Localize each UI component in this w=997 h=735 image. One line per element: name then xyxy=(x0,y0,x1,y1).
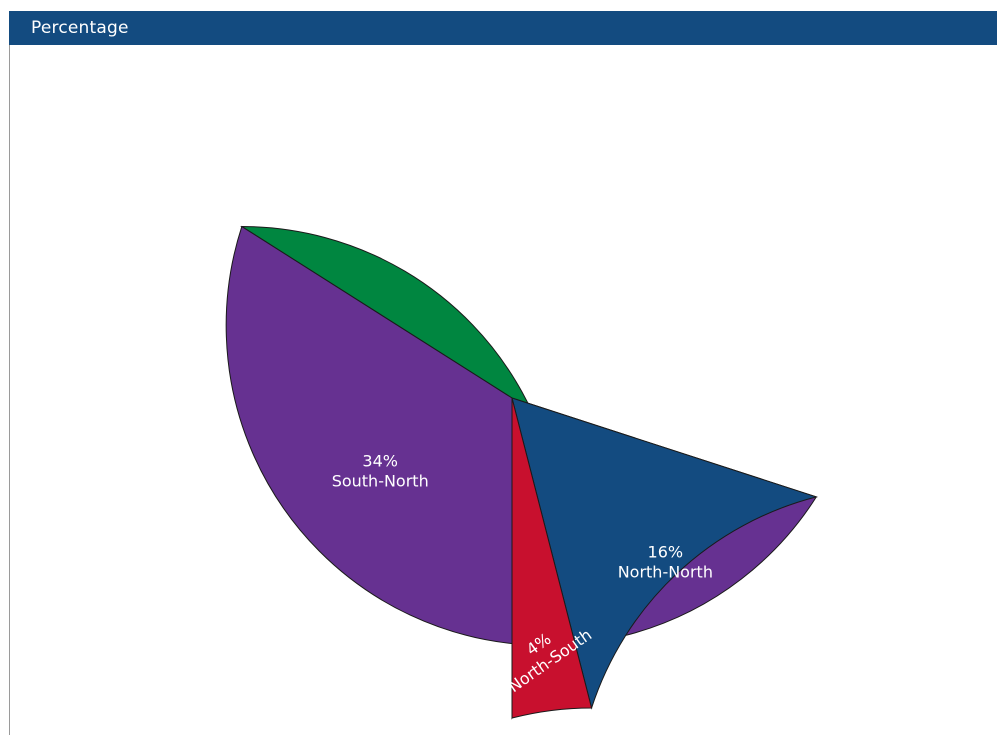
pie-slice-north-north xyxy=(511,397,819,710)
pie-label-north-north: 16% North-North xyxy=(618,542,713,581)
pie-label-percent: 34% xyxy=(362,451,398,470)
pie-label-category: South-South xyxy=(538,240,637,259)
chart-title: Percentage xyxy=(31,18,129,38)
pie-slices xyxy=(225,225,819,720)
pie-label-south-south: 46% South-South xyxy=(538,220,637,259)
pie-label-category: North-North xyxy=(618,562,713,581)
chart-header: Percentage xyxy=(9,11,997,45)
pie-label-percent: 16% xyxy=(648,542,684,561)
frame-left-border xyxy=(9,45,10,735)
pie-label-percent: 46% xyxy=(569,220,605,239)
pie-slice-north-south xyxy=(511,397,593,719)
pie-label-category: South-North xyxy=(332,471,429,490)
pie-label-south-north: 34% South-North xyxy=(332,451,429,490)
